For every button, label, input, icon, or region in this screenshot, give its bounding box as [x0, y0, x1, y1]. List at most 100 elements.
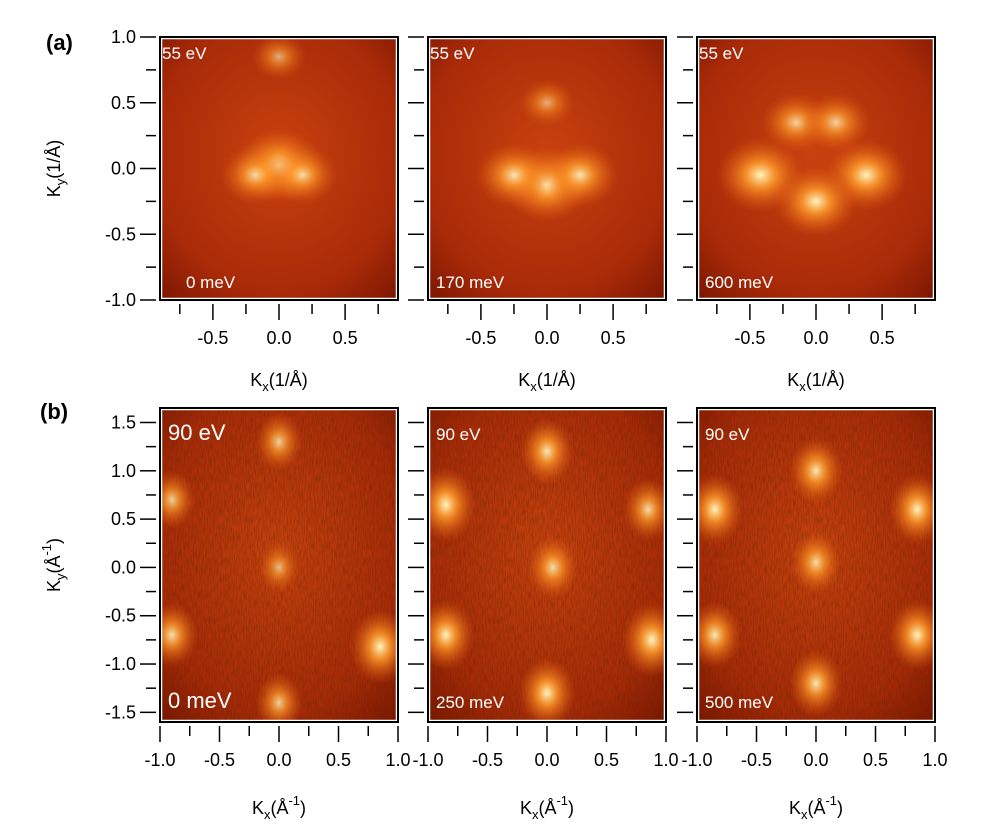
panel-frame — [159, 407, 399, 723]
bright-feature — [888, 474, 935, 545]
heatmap-image — [428, 408, 666, 722]
x-tick-label: -0.5 — [734, 328, 765, 348]
bright-feature — [251, 37, 307, 81]
y-tick-label: -0.5 — [105, 606, 136, 626]
x-tick-label: -0.5 — [197, 328, 228, 348]
x-tick-label: -1.0 — [144, 750, 175, 770]
heatmap-panel-6: 90 eV 500 meV -1.0 -0.5 0.0 0.5 1.0 Kx(Å-1) — [677, 407, 948, 822]
x-tick-label: 0.0 — [803, 750, 828, 770]
binding-energy-label: 600 meV — [705, 273, 774, 292]
binding-energy-label: 0 meV — [186, 273, 236, 292]
x-tick-label: 0.0 — [534, 328, 559, 348]
x-tick-label: -0.5 — [204, 750, 235, 770]
y-tick-label: 0.0 — [111, 557, 136, 577]
photon-energy-label: 55 eV — [430, 44, 475, 63]
y-tick-label: 1.0 — [111, 27, 136, 47]
bright-feature — [518, 657, 576, 722]
panel-frame — [696, 407, 936, 723]
bright-feature — [527, 535, 579, 599]
photon-energy-label: 90 eV — [168, 420, 226, 445]
x-tick-label: 1.0 — [922, 750, 947, 770]
panel-inner-frame — [428, 408, 666, 722]
x-axis-label: Kx(Å-1) — [252, 793, 306, 822]
bright-feature — [220, 145, 290, 205]
bright-feature — [622, 477, 666, 541]
bright-feature — [428, 599, 475, 671]
panel-inner-frame — [697, 37, 935, 300]
x-tick-label: -0.5 — [472, 750, 503, 770]
bright-feature — [790, 531, 842, 595]
x-tick-label: 0.5 — [326, 750, 351, 770]
x-tick-label: -1.0 — [681, 750, 712, 770]
bright-feature — [350, 609, 398, 685]
x-tick-label: -1.0 — [412, 750, 443, 770]
x-tick-label: 0.5 — [870, 328, 895, 348]
bright-feature — [542, 142, 619, 208]
panel-frame — [696, 36, 936, 301]
heatmap-panel-1: 55 eV 0 meV -0.5 0.0 0.5 Kx(1/Å) 1.0 0.5 0.0 -0.5… — [44, 27, 399, 394]
panel-inner-frame — [160, 37, 398, 300]
y-tick-label: -1.0 — [105, 654, 136, 674]
panel-frame — [427, 36, 667, 301]
binding-energy-label: 170 meV — [436, 273, 505, 292]
bright-feature — [258, 541, 300, 594]
bright-feature — [255, 673, 303, 722]
panel-tag-b: (b) — [40, 399, 68, 424]
binding-energy-label: 250 meV — [436, 693, 505, 712]
x-tick-label: 0.5 — [333, 328, 358, 348]
photon-energy-label: 55 eV — [162, 44, 207, 63]
bright-feature — [697, 474, 744, 545]
x-tick-label: 0.0 — [266, 750, 291, 770]
photon-energy-label: 55 eV — [699, 44, 744, 63]
heatmap-image — [428, 37, 666, 300]
bright-feature — [888, 599, 935, 671]
panel-frame — [159, 36, 399, 301]
x-axis-label: Kx(1/Å) — [250, 370, 308, 394]
bright-feature — [789, 649, 843, 717]
x-tick-label: 1.0 — [653, 750, 678, 770]
binding-energy-label: 500 meV — [705, 693, 774, 712]
panel-inner-frame — [160, 408, 398, 722]
bright-feature — [774, 166, 858, 237]
x-tick-label: 1.0 — [385, 750, 410, 770]
bright-feature — [268, 145, 338, 205]
heatmap-image — [160, 408, 398, 722]
y-tick-label: -0.5 — [105, 224, 136, 244]
y-tick-label: 0.5 — [111, 93, 136, 113]
y-tick-label: 0.0 — [111, 159, 136, 179]
panel-inner-frame — [428, 37, 666, 300]
x-axis-label: Kx(Å-1) — [789, 793, 843, 822]
bright-feature — [789, 437, 843, 505]
y-tick-label: 0.5 — [111, 509, 136, 529]
bright-feature — [520, 418, 574, 485]
panel-tag-a: (a) — [46, 30, 73, 55]
heatmap-image — [697, 408, 935, 722]
y-axis-label: Ky(Å-1) — [39, 538, 68, 592]
x-tick-label: 0.5 — [594, 750, 619, 770]
panel-inner-frame — [697, 408, 935, 722]
heatmap-panel-5: 90 eV 250 meV -1.0 -0.5 0.0 0.5 1.0 Kx(Å-1) — [408, 407, 679, 822]
panel-frame — [427, 407, 667, 723]
x-axis-label: Kx(1/Å) — [787, 370, 845, 394]
bright-feature — [428, 467, 476, 542]
binding-energy-label: 0 meV — [168, 688, 232, 713]
heatmap-panel-4: 90 eV 0 meV -1.0 -0.5 0.0 0.5 1.0 Kx(Å-1) 1.5 1.0… — [39, 407, 411, 822]
y-tick-label: -1.0 — [105, 290, 136, 310]
bright-feature — [255, 412, 303, 472]
heatmap-image — [160, 37, 398, 300]
bright-feature — [621, 602, 666, 678]
x-axis-label: Kx(1/Å) — [518, 370, 576, 394]
x-tick-label: 0.0 — [803, 328, 828, 348]
heatmap-panel-3: 55 eV 600 meV -0.5 0.0 0.5 Kx(1/Å) — [677, 36, 936, 394]
bright-feature — [160, 602, 198, 668]
bright-feature — [519, 79, 575, 127]
photon-energy-label: 90 eV — [436, 425, 481, 444]
heatmap-panel-2: 55 eV 170 meV -0.5 0.0 0.5 Kx(1/Å) — [408, 36, 667, 394]
x-axis-label: Kx(Å-1) — [520, 793, 574, 822]
bright-feature — [697, 601, 742, 669]
y-tick-label: 1.0 — [111, 461, 136, 481]
y-tick-label: 1.5 — [111, 412, 136, 432]
photon-energy-label: 90 eV — [705, 425, 750, 444]
x-tick-label: -0.5 — [741, 750, 772, 770]
